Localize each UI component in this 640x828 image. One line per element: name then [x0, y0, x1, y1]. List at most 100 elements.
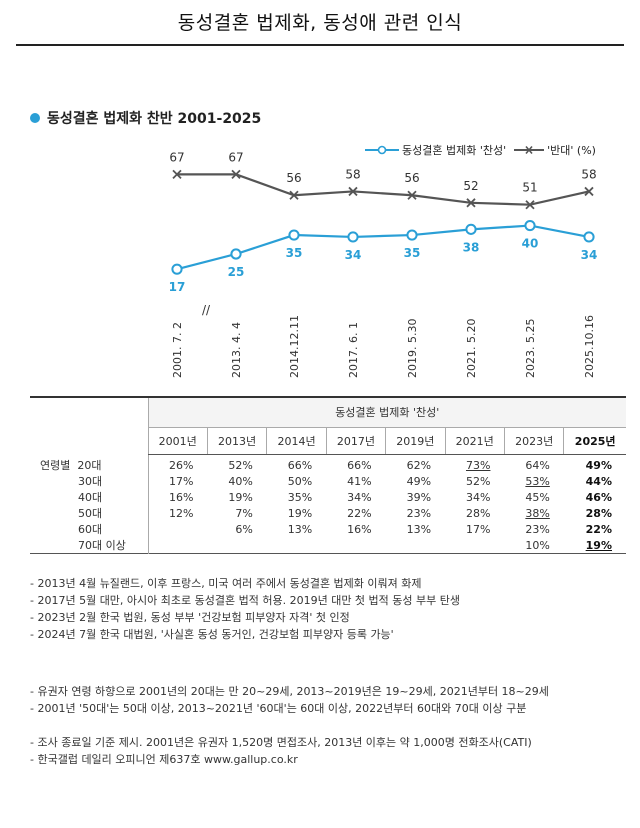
- favor-point: [171, 263, 183, 275]
- oppose-point: [231, 169, 241, 180]
- table-cell: [445, 537, 504, 554]
- table-cell: 7%: [235, 506, 253, 520]
- row-label: 50대: [78, 507, 103, 520]
- row-label: 60대: [78, 523, 103, 536]
- oppose-point: [348, 186, 358, 197]
- age-label: 20대: [77, 459, 102, 472]
- note-line: - 2024년 7월 한국 대법원, '사실혼 동성 동거인, 건강보험 피부양…: [30, 628, 394, 641]
- table-cell: 19%: [287, 506, 313, 520]
- note-line: - 2017년 5월 대만, 아시아 최초로 동성결혼 법적 허용. 2019년…: [30, 594, 460, 607]
- table-cell: 16%: [147, 489, 208, 505]
- table-cell-highlight: 53%: [525, 474, 550, 488]
- table-cell: 6%: [235, 522, 253, 536]
- year-header: 2025년: [563, 426, 626, 455]
- age-table: 동성결혼 법제화 '찬성' 2001년 2013년 2014년 2017년 20…: [30, 396, 626, 554]
- table-cell: 28%: [465, 506, 491, 520]
- favor-data-label: 17: [169, 280, 186, 294]
- table-cell-highlight: 73%: [465, 458, 491, 472]
- table-cell: 12%: [147, 505, 208, 521]
- favor-series-line: [176, 224, 590, 271]
- table-cell: 13%: [287, 522, 313, 536]
- oppose-data-label: 58: [345, 167, 360, 181]
- row-label: 40대: [78, 491, 103, 504]
- section-title-text: 동성결혼 법제화 찬반 2001-2025: [47, 111, 262, 127]
- x-tick-label: 2001. 7. 2: [171, 322, 184, 378]
- x-tick-label: 2023. 5.25: [524, 319, 537, 378]
- table-cell: 23%: [406, 506, 432, 520]
- row-label: 70대 이상: [78, 539, 126, 552]
- table-cell: 66%: [287, 458, 313, 472]
- oppose-data-label: 56: [286, 171, 301, 185]
- table-cell: 22%: [585, 522, 612, 536]
- table-cell: 23%: [525, 522, 550, 536]
- table-cell: 64%: [525, 458, 550, 472]
- table-cell-highlight: 38%: [525, 506, 550, 520]
- favor-data-label: 35: [286, 246, 303, 260]
- table-year-corner: [30, 427, 148, 454]
- x-tick-label: 2017. 6. 1: [347, 322, 360, 378]
- table-cell-highlight: 19%: [585, 538, 612, 552]
- legend-oppose-label: '반대' (%): [547, 144, 596, 157]
- oppose-point: [289, 190, 299, 200]
- note-line: - 2013년 4월 뉴질랜드, 이후 프랑스, 미국 여러 주에서 동성결혼 …: [30, 577, 422, 590]
- favor-point: [347, 231, 359, 243]
- table-row: 60대 6% 13% 16% 13% 17% 23% 22%: [30, 521, 626, 537]
- oppose-point: [172, 169, 182, 180]
- year-header: 2023년: [503, 426, 564, 455]
- section-title: 동성결혼 법제화 찬반 2001-2025: [30, 108, 261, 128]
- legend-favor-label: 동성결혼 법제화 '찬성': [402, 144, 507, 157]
- notes-events: - 2013년 4월 뉴질랜드, 이후 프랑스, 미국 여러 주에서 동성결혼 …: [30, 575, 460, 643]
- table-cell: 62%: [406, 458, 432, 472]
- notes-source: - 조사 종료일 기준 제시. 2001년은 유권자 1,520명 면접조사, …: [30, 734, 532, 768]
- row-label: 연령별 20대: [30, 454, 148, 473]
- table-cell: 10%: [525, 538, 550, 552]
- x-tick-label: 2013. 4. 4: [230, 322, 243, 378]
- year-header: 2014년: [266, 426, 327, 455]
- note-line: - 2001년 '50대'는 50대 이상, 2013~2021년 '60대'는…: [30, 702, 527, 715]
- favor-data-label: 40: [522, 237, 539, 251]
- oppose-data-label: 58: [581, 167, 596, 181]
- table-cell: 34%: [347, 490, 372, 504]
- table-cell: 52%: [228, 458, 253, 472]
- favor-data-label: 35: [404, 246, 421, 260]
- table-cell: [207, 537, 266, 554]
- oppose-point: [407, 190, 417, 200]
- title-rule: [16, 44, 624, 46]
- chart-legend: 동성결혼 법제화 '찬성' '반대' (%): [365, 142, 596, 158]
- notes-method: - 유권자 연령 하향으로 2001년의 20대는 만 20~29세, 2013…: [30, 683, 549, 717]
- note-line: - 유권자 연령 하향으로 2001년의 20대는 만 20~29세, 2013…: [30, 685, 549, 698]
- table-super-header-row: 동성결혼 법제화 '찬성': [30, 396, 626, 427]
- table-cell: 22%: [347, 506, 372, 520]
- table-cell: 49%: [406, 474, 432, 488]
- x-tick-label: 2014.12.11: [288, 315, 301, 378]
- oppose-data-label: 52: [463, 179, 478, 193]
- table-cell: 52%: [465, 474, 491, 488]
- table-cell: [147, 521, 208, 537]
- note-line: - 한국갤럽 데일리 오피니언 제637호 www.gallup.co.kr: [30, 753, 298, 766]
- line-chart: 67 67 56 58 56 52 51 58 17 25 35 34 35 38 40 34 // 2001. …: [169, 150, 598, 378]
- favor-point: [230, 248, 242, 260]
- table-cell: 45%: [525, 490, 550, 504]
- year-header: 2001년: [147, 426, 208, 455]
- table-super-header: 동성결혼 법제화 '찬성': [147, 396, 626, 427]
- year-header: 2019년: [385, 426, 446, 455]
- favor-point: [465, 223, 477, 235]
- x-tick-label: 2019. 5.30: [406, 319, 419, 378]
- table-cell: 39%: [406, 490, 432, 504]
- favor-point: [288, 229, 300, 241]
- circle-marker-icon: [365, 145, 399, 155]
- table-row: 30대 17% 40% 50% 41% 49% 52% 53% 44%: [30, 473, 626, 489]
- oppose-data-label: 67: [169, 150, 184, 164]
- year-header: 2013년: [206, 426, 267, 455]
- oppose-point: [466, 198, 476, 208]
- x-tick-label: 2021. 5.20: [465, 319, 478, 378]
- table-cell: 17%: [147, 473, 208, 489]
- table-corner: [30, 396, 148, 427]
- x-tick-label: 2025.10.16: [583, 315, 596, 378]
- group-label: 연령별: [40, 459, 71, 472]
- table-row: 70대 이상 10% 19%: [30, 537, 626, 554]
- row-label: 30대: [78, 475, 103, 488]
- table-cell: 49%: [585, 458, 612, 472]
- table-cell: [386, 537, 445, 554]
- favor-data-label: 25: [228, 265, 245, 279]
